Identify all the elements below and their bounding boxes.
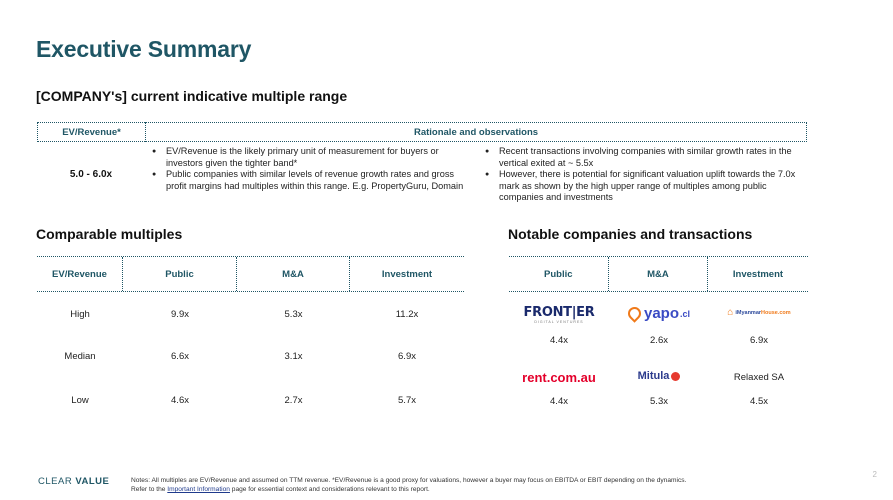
- table-cell: 6.9x: [750, 335, 768, 346]
- notable-header-cell: Public: [509, 257, 609, 291]
- notes-line-1: Notes: All multiples are EV/Revenue and …: [131, 477, 687, 484]
- table-cell: 4.4x: [550, 335, 568, 346]
- relaxed-sa-label: Relaxed SA: [733, 372, 785, 383]
- brand-word-a: CLEAR: [38, 476, 73, 487]
- table-cell: 5.7x: [398, 395, 416, 406]
- rent-com-au-logo: rent.com.au: [522, 370, 596, 385]
- notable-header-row: Public M&A Investment: [509, 256, 808, 292]
- row-label-median: Median: [64, 351, 96, 362]
- frontier-wordmark: FRONT|ER: [523, 305, 595, 320]
- mitula-dot-icon: [671, 371, 681, 381]
- range-header-rationale: Rationale and observations: [145, 122, 807, 142]
- table-cell: 2.6x: [650, 335, 668, 346]
- location-pin-icon: [625, 304, 644, 323]
- comparable-header-cell: M&A: [237, 257, 350, 291]
- table-cell: 5.3x: [650, 396, 668, 407]
- comparable-title: Comparable multiples: [36, 226, 183, 242]
- footer-brand: CLEAR VALUE: [38, 476, 109, 487]
- comparable-header-cell: EV/Revenue: [37, 257, 123, 291]
- row-label-high: High: [70, 309, 90, 320]
- notes-line-2-pre: Refer to the: [131, 486, 168, 493]
- table-cell: 6.9x: [398, 351, 416, 362]
- mitula-logo: Mitula: [609, 370, 709, 382]
- house-icon: ⌂: [727, 307, 734, 318]
- myanmar-wordmark-a: iMyanmar: [735, 309, 762, 316]
- table-cell: 4.5x: [750, 396, 768, 407]
- rationale-right-list: Recent transactions involving companies …: [483, 146, 803, 204]
- comparable-header-cell: Public: [123, 257, 237, 291]
- rationale-bullet: Recent transactions involving companies …: [483, 146, 803, 169]
- rationale-left-list: EV/Revenue is the likely primary unit of…: [150, 146, 470, 192]
- page-number: 2: [872, 470, 877, 479]
- row-label-low: Low: [71, 395, 89, 406]
- table-cell: 11.2x: [395, 309, 419, 320]
- myanmar-house-logo: ⌂ iMyanmar House.com: [709, 307, 809, 318]
- table-cell: 2.7x: [284, 395, 303, 406]
- notes-line-2-post: page for essential context and considera…: [229, 486, 430, 493]
- range-header-ev-revenue: EV/Revenue*: [37, 122, 145, 142]
- notable-header-cell: Investment: [732, 268, 784, 280]
- mitula-wordmark: Mitula: [637, 370, 670, 382]
- table-cell: 4.6x: [171, 395, 189, 406]
- yapo-suffix: .cl: [680, 308, 691, 319]
- range-value: 5.0 - 6.0x: [69, 169, 113, 180]
- important-information-link[interactable]: Important Information: [167, 486, 230, 493]
- table-cell: 9.9x: [171, 309, 189, 320]
- notable-header-cell: M&A: [609, 257, 709, 291]
- rationale-bullet: However, there is potential for signific…: [483, 169, 803, 204]
- myanmar-wordmark-b: House.com: [761, 309, 791, 316]
- page-title: Executive Summary: [36, 36, 252, 62]
- rationale-bullet: EV/Revenue is the likely primary unit of…: [150, 146, 470, 169]
- yapo-wordmark: yapo: [643, 305, 679, 322]
- table-cell: 6.6x: [171, 351, 189, 362]
- footer-notes: Notes: All multiples are EV/Revenue and …: [131, 476, 831, 494]
- table-cell: 5.3x: [284, 309, 303, 320]
- brand-word-b: VALUE: [75, 476, 110, 487]
- table-cell: 3.1x: [284, 351, 303, 362]
- notes-line-2: Refer to the Important Information page …: [131, 485, 831, 494]
- rationale-bullet: Public companies with similar levels of …: [150, 169, 470, 192]
- notable-title: Notable companies and transactions: [508, 226, 753, 242]
- comparable-header-cell: Investment: [381, 268, 433, 280]
- comparable-header-row: EV/Revenue Public M&A Investment: [37, 256, 464, 292]
- frontier-subtext: DIGITAL VENTURES: [534, 320, 584, 324]
- yapo-logo: yapo .cl: [609, 304, 709, 323]
- table-cell: 4.4x: [550, 396, 568, 407]
- frontier-logo: FRONT|ER DIGITAL VENTURES: [509, 305, 609, 324]
- section-subtitle: [COMPANY's] current indicative multiple …: [36, 88, 348, 104]
